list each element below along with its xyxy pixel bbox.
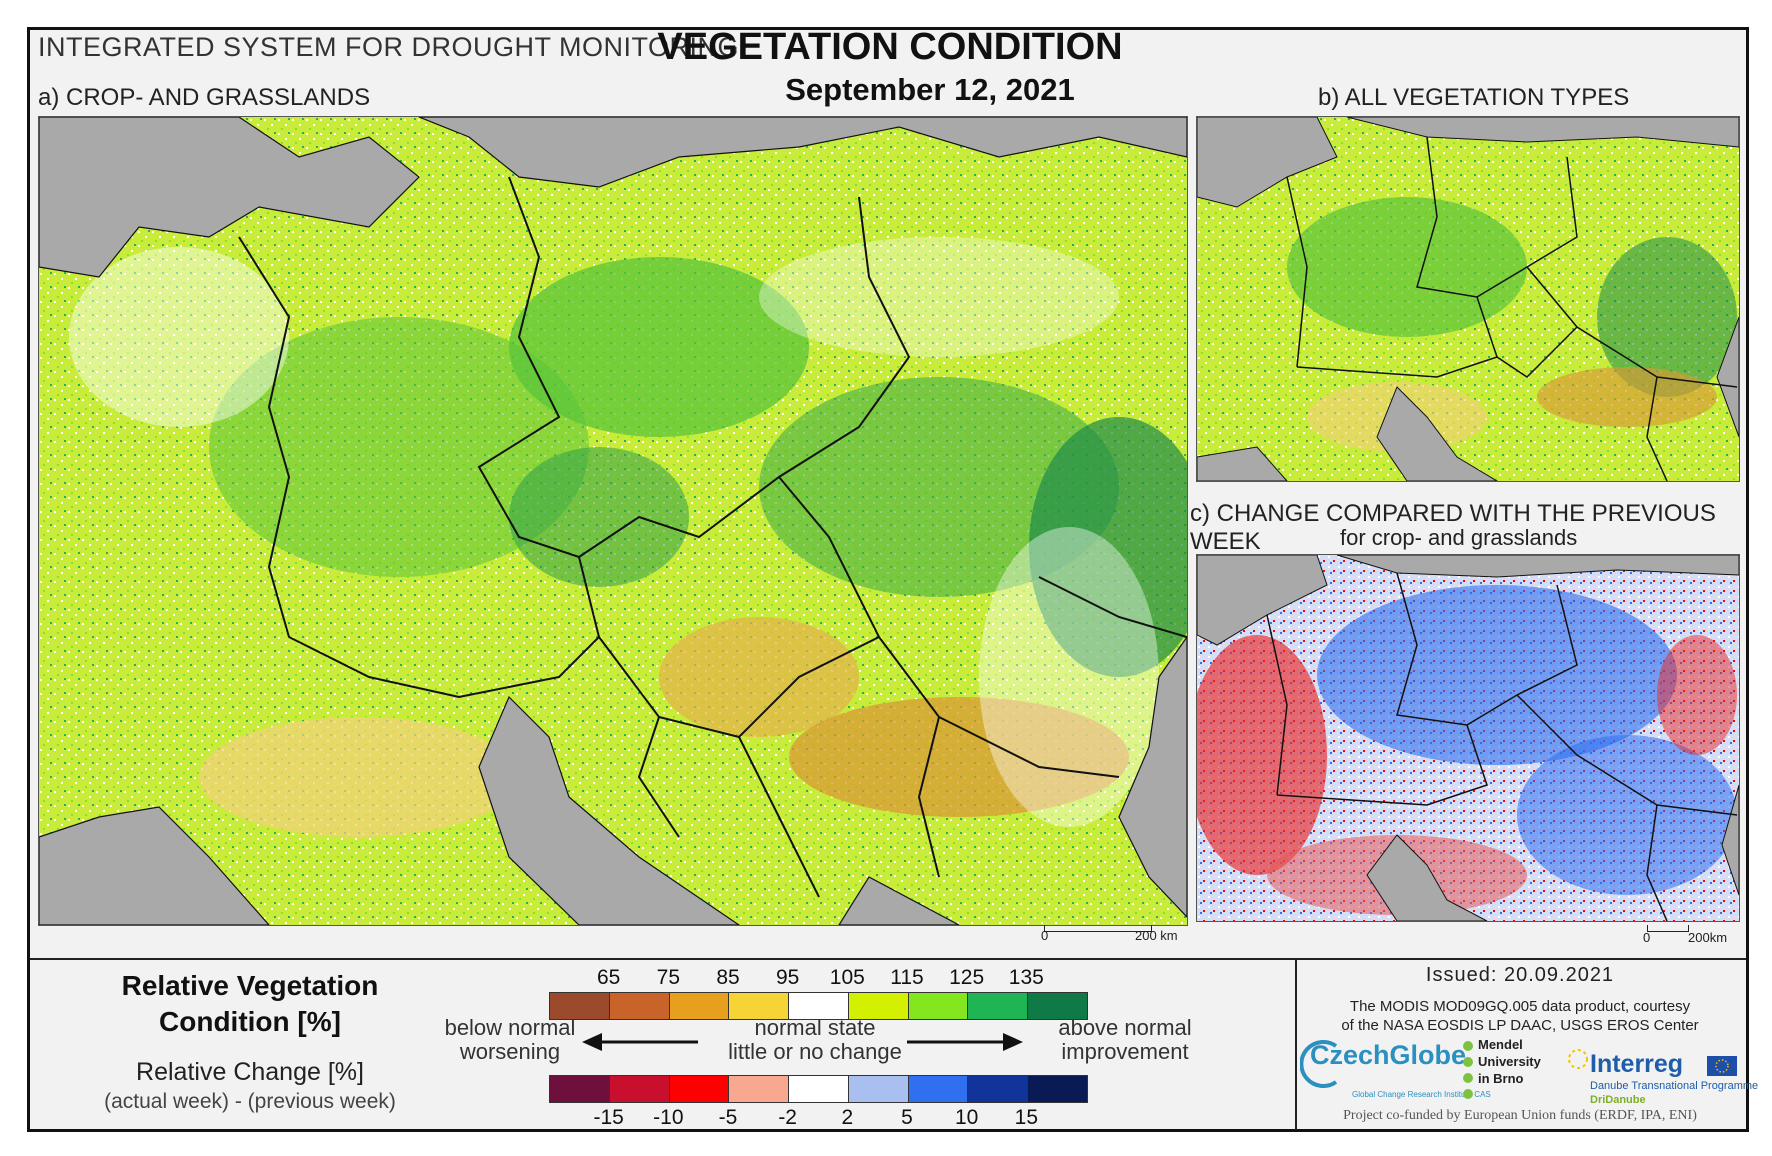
interreg-programme: Danube Transnational Programme [1590,1080,1759,1092]
data-courtesy-line2: of the NASA EOSDIS LP DAAC, USGS EROS Ce… [1341,1017,1699,1034]
panel-c-sublabel: for crop- and grasslands [1340,525,1578,550]
dridanube-label: DriDanube [1590,1094,1646,1106]
rvc-swatch-8 [1028,993,1088,1019]
rvc-swatch-1 [609,993,670,1019]
rvc-tick-label: 85 [716,966,740,989]
rvc-tick-label: 135 [1008,966,1044,989]
funding-note: Project co-funded by European Union fund… [1343,1108,1697,1123]
eu-flag-icon [1707,1056,1737,1076]
map-a-sea-areas [39,117,1187,925]
right-arrow-icon [907,1033,1023,1051]
rvc-tick-label: 125 [949,966,985,989]
rc-subtitle: (actual week) - (previous week) [104,1090,396,1113]
interreg-logo: Interreg [1590,1050,1684,1078]
rvc-title-line2: Condition [%] [159,1006,341,1037]
rvc-tick-label: 105 [829,966,865,989]
page-title: VEGETATION CONDITION [657,26,1123,68]
rc-tick-label: 10 [954,1106,979,1129]
map-a-borders [238,176,1187,898]
rvc-swatch-3 [729,993,790,1019]
map-a-condition-zones [69,237,1187,837]
czechglobe-logo-subtitle: Global Change Research Institute CAS [1352,1090,1491,1099]
footer-divider [1295,960,1297,1130]
rvc-swatch-4 [789,993,849,1019]
map-c-svg [1197,555,1739,921]
system-title: INTEGRATED SYSTEM FOR DROUGHT MONITORING [38,32,740,62]
rc-swatch-7 [968,1076,1029,1102]
rvc-swatch-0 [550,993,610,1019]
rvc-tick-label: 115 [890,966,924,989]
mendel-line2: University [1478,1054,1541,1069]
below-normal-label: below normal [444,1015,576,1040]
rc-title: Relative Change [%] [136,1058,364,1086]
rc-swatch-1 [609,1076,670,1102]
rc-tick-label: -2 [778,1106,797,1129]
worsening-label: worsening [459,1039,561,1064]
issued-date: Issued: 20.09.2021 [1425,964,1615,986]
panel-a-label: a) CROP- AND GRASSLANDS [38,84,371,111]
rvc-tick-label: 65 [596,966,621,989]
rvc-swatch-2 [669,993,730,1019]
rvc-title-line1: Relative Vegetation [121,970,379,1001]
rc-tick-label: 5 [901,1106,913,1129]
panel-b-label: b) ALL VEGETATION TYPES [1318,84,1630,111]
mendel-line3: in Brno [1478,1071,1524,1086]
legend-divider [30,958,1746,960]
scale-a-zero: 0 [1041,928,1049,943]
rc-swatch-6 [908,1076,969,1102]
mendel-logo: Mendel University in Brno [1478,1036,1541,1087]
rc-swatch-3 [729,1076,790,1102]
map-b-svg [1197,117,1739,481]
rc-swatch-5 [848,1076,909,1102]
rc-tick-label: -15 [593,1106,624,1129]
interreg-star-icon [1568,1049,1588,1069]
issue-date: September 12, 2021 [785,72,1075,107]
czechglobe-logo-icon [1300,1040,1338,1088]
improvement-label: improvement [1061,1039,1189,1064]
left-arrow-icon [582,1033,698,1051]
rc-swatch-0 [550,1076,610,1102]
map-all-vegetation[interactable] [1196,116,1740,482]
mendel-line1: Mendel [1478,1037,1523,1052]
scale-c-length: 200km [1688,930,1728,945]
map-a-svg [39,117,1187,925]
rc-tick-label: 2 [841,1106,854,1129]
scale-a-bar [1044,925,1152,932]
scale-c-zero: 0 [1643,930,1651,945]
rvc-tick-label: 75 [656,966,680,989]
rvc-swatch-7 [968,993,1029,1019]
rc-swatch-2 [669,1076,730,1102]
data-courtesy-line1: The MODIS MOD09GQ.005 data product, cour… [1349,998,1691,1015]
rc-tick-label: -10 [653,1106,684,1129]
rc-swatch-8 [1028,1076,1088,1102]
rvc-colorbar [549,992,1088,1020]
rvc-swatch-6 [908,993,969,1019]
czechglobe-logo: CzechGlobe [1310,1040,1467,1070]
map-weekly-change[interactable] [1196,554,1740,922]
normal-state-label: normal state [754,1015,876,1040]
mendel-logo-icon [1463,1041,1473,1099]
rvc-swatch-5 [848,993,909,1019]
rvc-tick-label: 95 [775,966,800,989]
rc-tick-label: -5 [718,1106,738,1129]
little-change-label: little or no change [728,1039,902,1064]
scale-c-bar [1647,925,1689,932]
above-normal-label: above normal [1058,1015,1192,1040]
scale-a-length: 200 km [1135,928,1178,943]
rc-swatch-4 [789,1076,849,1102]
map-crop-grasslands[interactable] [38,116,1188,926]
rc-colorbar [549,1075,1088,1103]
rc-tick-label: 15 [1014,1106,1038,1129]
panel-c-label: c) CHANGE COMPARED WITH THE PREVIOUS WEE… [1190,500,1716,555]
